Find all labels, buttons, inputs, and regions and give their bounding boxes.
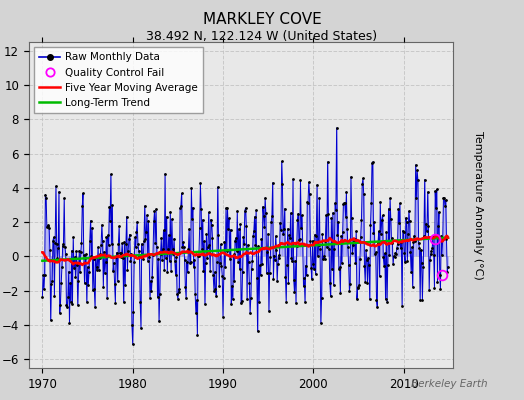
Legend: Raw Monthly Data, Quality Control Fail, Five Year Moving Average, Long-Term Tren: Raw Monthly Data, Quality Control Fail, … [34, 47, 203, 113]
Text: MARKLEY COVE: MARKLEY COVE [203, 12, 321, 27]
Text: Berkeley Earth: Berkeley Earth [411, 379, 487, 389]
Text: 38.492 N, 122.124 W (United States): 38.492 N, 122.124 W (United States) [146, 30, 378, 43]
Y-axis label: Temperature Anomaly (°C): Temperature Anomaly (°C) [473, 131, 483, 279]
